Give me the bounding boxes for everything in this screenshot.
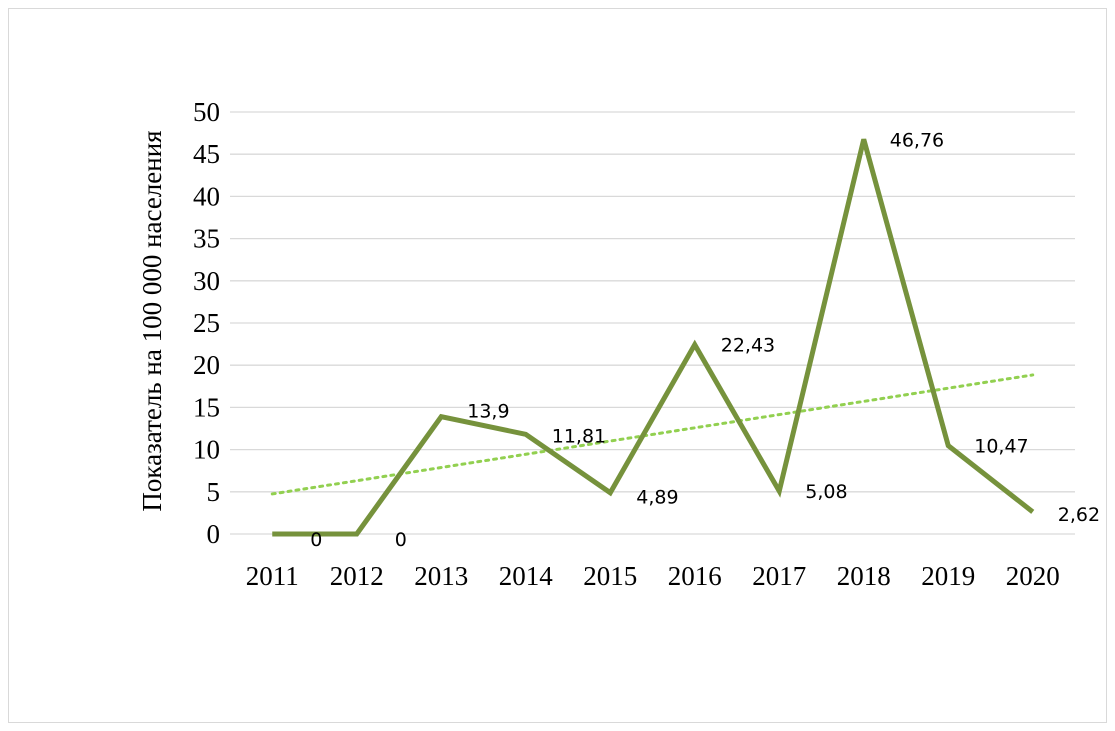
series-line [272,138,1035,537]
data-label: 5,08 [805,481,847,503]
gridlines [230,111,1075,535]
x-tick-label: 2019 [921,561,975,591]
x-tick-label: 2014 [499,561,554,591]
y-tick-label: 5 [207,477,221,507]
y-axis-label: Показатель на 100 000 населения [137,130,167,511]
data-label: 0 [395,529,407,551]
y-tick-label: 45 [193,139,220,169]
data-labels: 0 0 13,9 11,81 4,89 22,43 5,08 46,76 10,47 2,62 [310,129,1100,551]
y-tick-label: 0 [207,519,221,549]
x-tick-label: 2016 [668,561,722,591]
data-label: 46,76 [890,129,944,151]
data-label: 11,81 [552,425,606,447]
y-tick-label: 10 [193,435,220,465]
data-label: 10,47 [974,436,1028,458]
data-label: 4,89 [636,487,678,509]
x-tick-label: 2018 [837,561,891,591]
y-tick-label: 15 [193,392,220,422]
series-polyline [272,138,1035,537]
y-tick-label: 40 [193,181,220,211]
y-tick-label: 30 [193,266,220,296]
trendline [270,373,1035,496]
data-label: 2,62 [1058,504,1100,526]
x-tick-label: 2011 [246,561,299,591]
x-tick-label: 2020 [1006,561,1060,591]
y-tick-label: 35 [193,224,220,254]
data-label: 22,43 [721,335,775,357]
x-tick-label: 2013 [414,561,468,591]
x-axis-ticks: 2011 2012 2013 2014 2015 2016 2017 2018 2019 2020 [246,561,1060,591]
data-label: 13,9 [467,401,509,423]
x-tick-label: 2017 [752,561,806,591]
x-tick-label: 2012 [330,561,384,591]
x-tick-label: 2015 [583,561,637,591]
y-tick-label: 50 [193,97,220,127]
y-axis-ticks: 0 5 10 15 20 25 30 35 40 45 50 [193,97,220,549]
y-tick-label: 25 [193,308,220,338]
data-label: 0 [310,529,322,551]
y-tick-label: 20 [193,350,220,380]
trendline-line [270,373,1035,496]
